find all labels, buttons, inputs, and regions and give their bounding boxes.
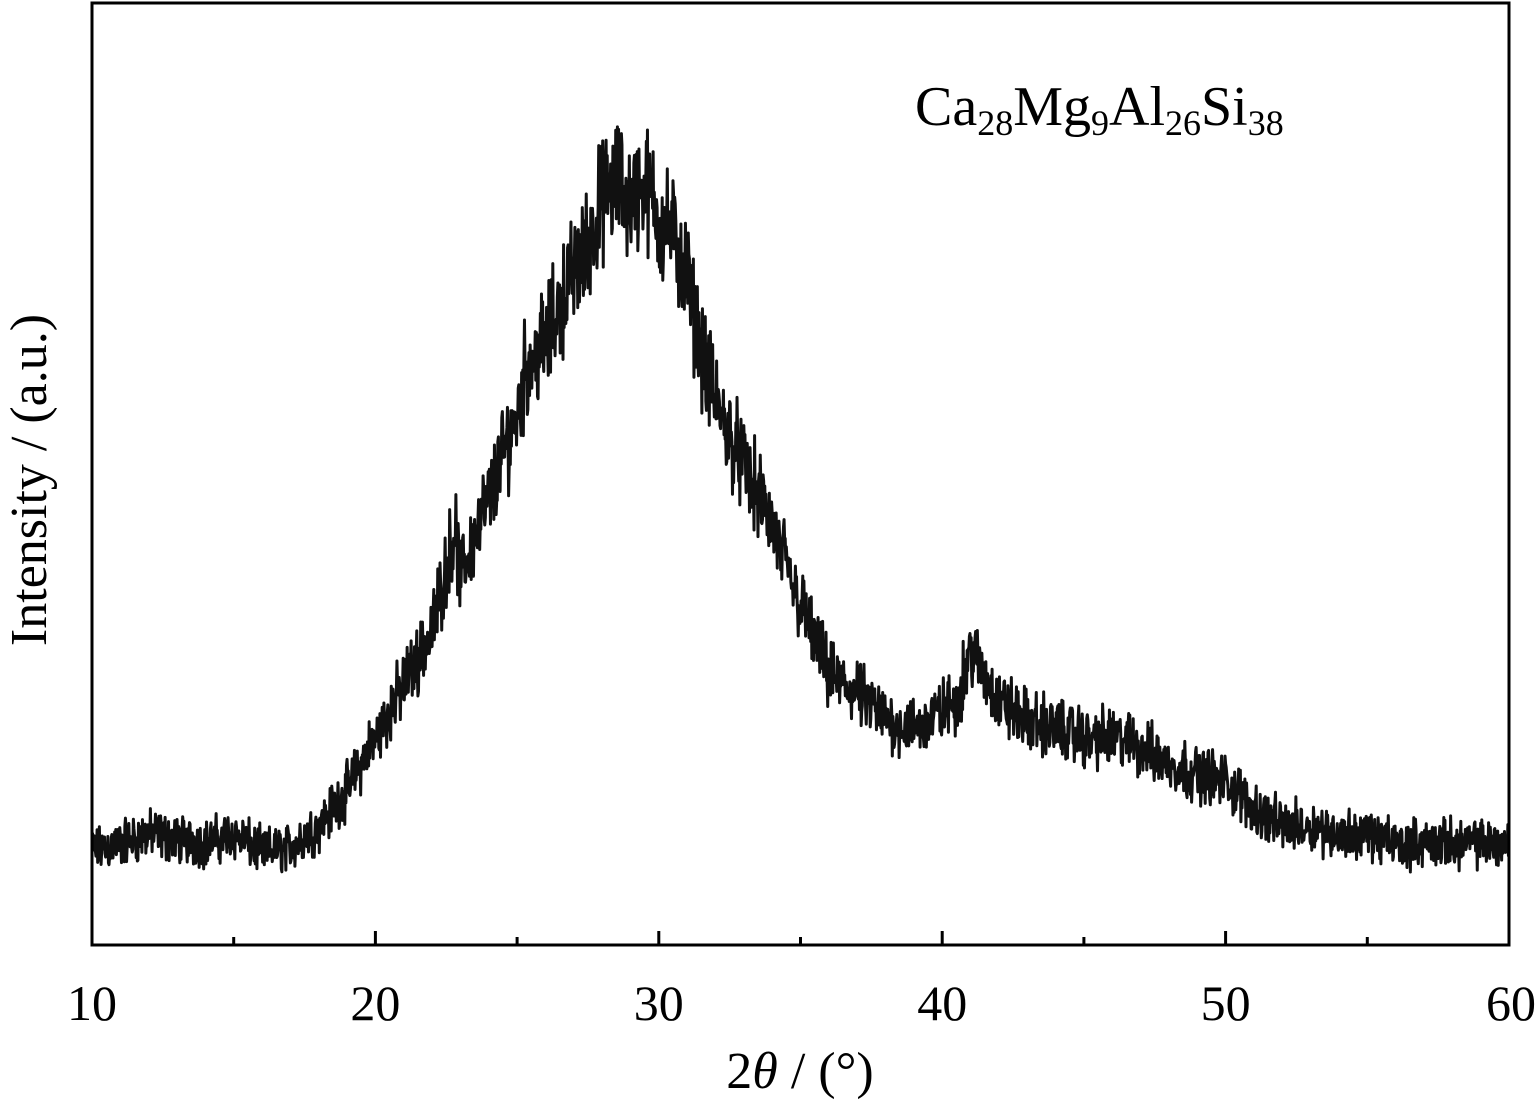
annotation-subscript: 9 — [1091, 103, 1109, 143]
x-axis-tick-labels: 10 20 30 40 50 60 — [67, 975, 1536, 1031]
annotation-element: Si — [1201, 76, 1248, 138]
composition-annotation: Ca28Mg9Al26Si38 — [915, 76, 1284, 143]
annotation-subscript: 28 — [977, 103, 1013, 143]
annotation-subscript: 38 — [1248, 103, 1284, 143]
xrd-trace-line — [90, 125, 1511, 874]
annotation-element: Al — [1109, 76, 1165, 138]
x-axis-ticks — [90, 931, 1511, 945]
annotation-subscript: 26 — [1165, 103, 1201, 143]
x-tick-label: 20 — [350, 975, 400, 1031]
y-axis-title: Intensity / (a.u.) — [1, 314, 58, 646]
x-tick-label: 60 — [1486, 975, 1536, 1031]
x-tick-label: 10 — [67, 975, 117, 1031]
x-tick-label: 50 — [1201, 975, 1251, 1031]
annotation-element: Mg — [1013, 76, 1091, 138]
x-tick-label: 40 — [917, 975, 967, 1031]
x-axis-title: 2θ / (°) — [726, 1043, 873, 1100]
annotation-element: Ca — [915, 76, 977, 138]
theta-symbol: θ — [752, 1043, 778, 1100]
x-tick-label: 30 — [634, 975, 684, 1031]
